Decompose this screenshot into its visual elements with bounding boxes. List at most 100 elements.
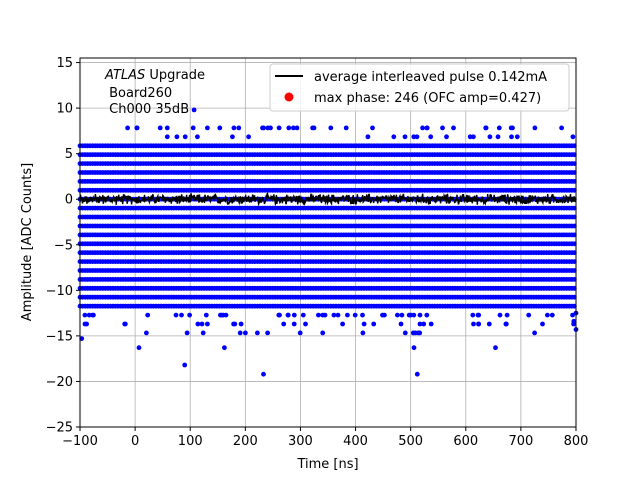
scatter-point bbox=[191, 107, 197, 113]
scatter-point bbox=[571, 303, 577, 309]
scatter-point bbox=[276, 125, 282, 131]
scatter-point bbox=[451, 125, 456, 131]
scatter-point bbox=[217, 125, 223, 131]
scatter-point bbox=[571, 277, 577, 282]
legend-marker-swatch bbox=[284, 92, 294, 102]
x-tick-label: 700 bbox=[508, 434, 533, 449]
scatter-point bbox=[509, 134, 514, 140]
scatter-point bbox=[406, 312, 412, 318]
scatter-point bbox=[195, 134, 200, 140]
x-tick-label: −100 bbox=[62, 434, 98, 449]
scatter-points bbox=[77, 107, 579, 377]
annotation-atlas: ATLAS bbox=[104, 68, 145, 83]
scatter-point bbox=[219, 312, 224, 318]
scatter-point bbox=[303, 321, 308, 327]
scatter-point bbox=[532, 125, 538, 131]
x-tick-label: 800 bbox=[564, 434, 589, 449]
scatter-point bbox=[238, 321, 244, 327]
scatter-point bbox=[570, 134, 576, 140]
y-tick-label: −25 bbox=[46, 421, 73, 436]
scatter-point bbox=[571, 170, 577, 175]
scatter-point bbox=[571, 241, 577, 247]
scatter-point bbox=[82, 321, 88, 327]
scatter-point bbox=[174, 134, 180, 140]
scatter-point bbox=[237, 330, 243, 336]
scatter-point bbox=[195, 321, 201, 327]
scatter-point bbox=[424, 312, 430, 318]
scatter-point bbox=[411, 134, 417, 140]
scatter-point bbox=[345, 312, 350, 318]
scatter-point bbox=[391, 134, 397, 140]
scatter-point bbox=[316, 312, 321, 318]
scatter-point bbox=[261, 125, 266, 131]
scatter-point bbox=[571, 223, 577, 229]
x-tick-label: 0 bbox=[131, 434, 139, 449]
legend: average interleaved pulse 0.142mA max ph… bbox=[269, 63, 570, 112]
scatter-point bbox=[571, 161, 577, 167]
scatter-point bbox=[231, 321, 237, 327]
scatter-point bbox=[559, 125, 564, 131]
scatter-point bbox=[261, 371, 266, 377]
scatter-point bbox=[164, 125, 170, 131]
scatter-point bbox=[182, 362, 188, 368]
x-axis-ticks: −100 0 100 200 300 400 500 600 700 800 bbox=[62, 427, 588, 449]
x-tick-label: 200 bbox=[233, 434, 258, 449]
annotation-line-1: ATLAS Upgrade bbox=[104, 68, 205, 83]
scatter-point bbox=[470, 312, 476, 318]
scatter-point bbox=[371, 321, 377, 327]
annotation-upgrade: Upgrade bbox=[145, 68, 205, 83]
scatter-point bbox=[571, 152, 577, 158]
scatter-point bbox=[510, 125, 515, 131]
scatter-point bbox=[571, 318, 577, 324]
scatter-point bbox=[200, 330, 206, 336]
scatter-point bbox=[421, 321, 427, 327]
scatter-point bbox=[268, 125, 273, 131]
scatter-point bbox=[236, 125, 242, 131]
scatter-point bbox=[246, 134, 252, 140]
scatter-point bbox=[402, 134, 408, 140]
scatter-point bbox=[281, 321, 287, 327]
scatter-point bbox=[291, 321, 297, 327]
scatter-point bbox=[571, 259, 577, 264]
scatter-point bbox=[243, 330, 248, 336]
legend-box bbox=[269, 63, 570, 112]
scatter-point bbox=[417, 330, 423, 336]
scatter-point bbox=[291, 312, 297, 318]
scatter-point bbox=[413, 330, 418, 336]
scatter-point bbox=[487, 134, 493, 140]
x-tick-label: 100 bbox=[178, 434, 203, 449]
scatter-point bbox=[504, 312, 510, 318]
scatter-point bbox=[526, 312, 532, 318]
scatter-point bbox=[331, 312, 337, 318]
y-tick-label: −15 bbox=[46, 329, 73, 344]
scatter-point bbox=[205, 321, 210, 327]
scatter-point bbox=[322, 312, 328, 318]
scatter-point bbox=[182, 134, 188, 140]
scatter-point bbox=[571, 294, 577, 300]
y-tick-label: 5 bbox=[65, 147, 73, 162]
scatter-point bbox=[497, 312, 503, 318]
scatter-point bbox=[532, 330, 537, 336]
scatter-point bbox=[328, 125, 334, 131]
scatter-point bbox=[125, 125, 130, 131]
scatter-point bbox=[361, 321, 367, 327]
y-tick-label: 15 bbox=[56, 56, 73, 71]
y-tick-label: −20 bbox=[46, 375, 73, 390]
scatter-point bbox=[136, 345, 142, 351]
scatter-point bbox=[540, 321, 545, 327]
scatter-point bbox=[231, 125, 237, 131]
scatter-point bbox=[571, 268, 577, 273]
scatter-point bbox=[297, 330, 303, 336]
x-tick-label: 300 bbox=[288, 434, 313, 449]
scatter-point bbox=[571, 250, 577, 256]
scatter-point bbox=[483, 125, 489, 131]
scatter-point bbox=[399, 312, 405, 318]
scatter-point bbox=[352, 312, 358, 318]
scatter-point bbox=[173, 312, 179, 318]
scatter-point bbox=[395, 312, 400, 318]
y-axis-ticks: −25 −20 −15 −10 −5 0 5 10 15 bbox=[46, 56, 80, 436]
scatter-point bbox=[514, 134, 520, 140]
scatter-point bbox=[320, 330, 326, 336]
